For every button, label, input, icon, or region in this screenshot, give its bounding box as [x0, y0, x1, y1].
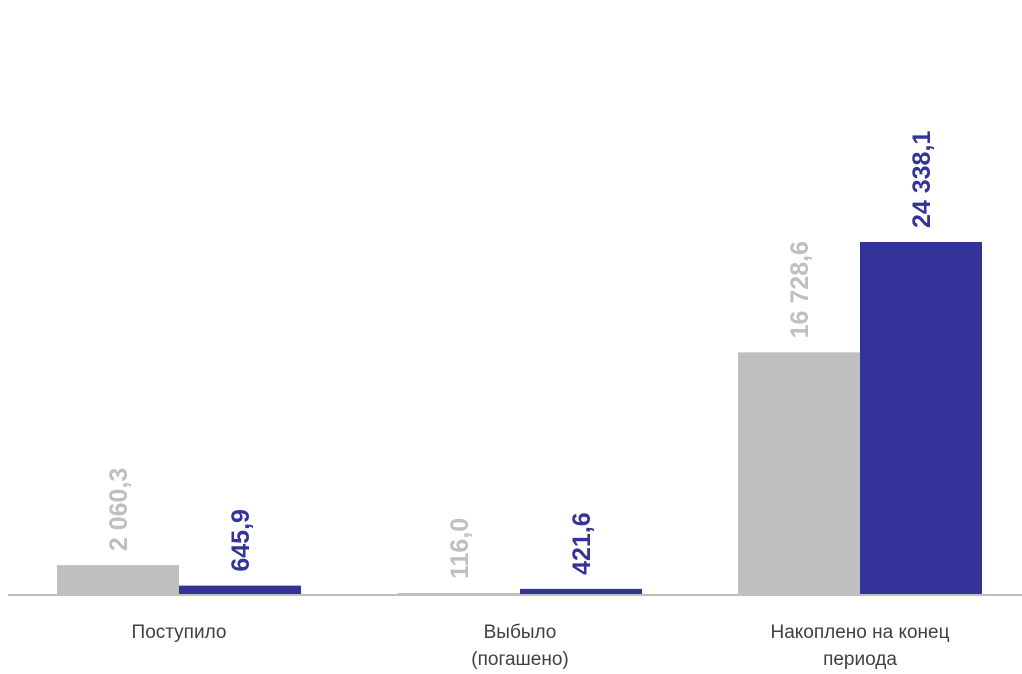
bar-series2-cat2	[520, 588, 642, 595]
category-label-line: Накоплено на конец	[770, 622, 949, 643]
bars-layer	[57, 242, 982, 595]
category-label-line: Поступило	[132, 622, 227, 643]
data-label-series1-cat2: 116,0	[446, 518, 474, 579]
bar-series1-cat1	[57, 565, 179, 595]
data-labels-layer: 2 060,3 645,9 116,0 421,6 16 728,6 24 338,1	[105, 131, 936, 579]
category-labels-layer: Поступило Выбыло (погашено) Накоплено на ко…	[132, 622, 950, 670]
bar-series2-cat3	[860, 242, 982, 595]
category-label-line: Выбыло	[484, 622, 557, 643]
bar-series2-cat1	[179, 585, 301, 595]
category-label-line: периода	[823, 649, 897, 670]
data-label-series1-cat1: 2 060,3	[105, 468, 133, 551]
data-label-series2-cat1: 645,9	[227, 509, 255, 572]
category-label-2: Выбыло (погашено)	[471, 622, 568, 670]
data-label-series2-cat2: 421,6	[568, 512, 596, 575]
category-label-3: Накоплено на конец периода	[770, 622, 949, 670]
data-label-series2-cat3: 24 338,1	[908, 131, 936, 228]
bar-series1-cat3	[738, 352, 860, 595]
category-label-1: Поступило	[132, 622, 227, 643]
category-label-line: (погашено)	[471, 649, 568, 670]
data-label-series1-cat3: 16 728,6	[786, 241, 814, 338]
